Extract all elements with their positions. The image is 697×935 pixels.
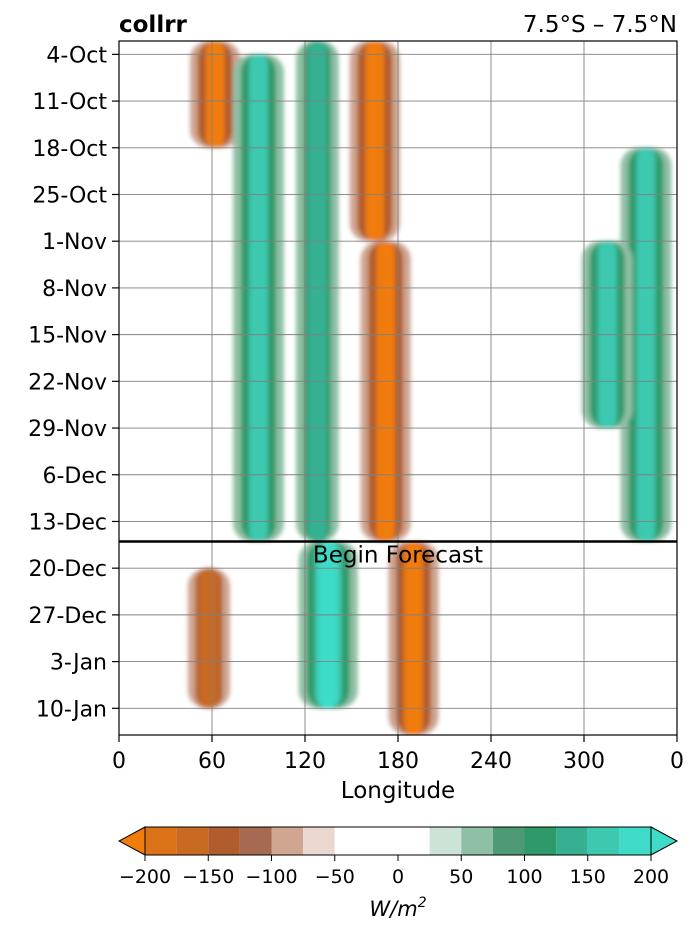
- feature-1: [233, 54, 284, 542]
- colorbar-extend-max: [650, 826, 679, 856]
- shaded-field: [179, 41, 672, 735]
- feature-8: [620, 147, 672, 542]
- feature-7: [179, 568, 239, 709]
- colorbar-segment-11: [524, 827, 557, 855]
- colorbar-segment-8: [429, 827, 462, 855]
- x-axis-label: Longitude: [341, 778, 455, 804]
- feature-3-band-3: [365, 41, 385, 242]
- colorbar-segment-6: [334, 827, 367, 855]
- x-tick-label-1: 60: [198, 749, 226, 774]
- forecast-annotation: Begin Forecast: [313, 542, 483, 568]
- y-tick-label-8: 29-Nov: [28, 417, 107, 442]
- y-tick-label-6: 15-Nov: [28, 324, 107, 349]
- colorbar-label-base: W/m: [369, 897, 417, 921]
- feature-2: [296, 41, 339, 542]
- y-tick-label-9: 6-Dec: [42, 464, 107, 489]
- y-tick-label-4: 1-Nov: [42, 230, 107, 255]
- chart-title-right: 7.5°S – 7.5°N: [523, 12, 677, 38]
- y-tick-label-7: 22-Nov: [28, 370, 107, 395]
- colorbar-extend-min: [117, 826, 146, 856]
- feature-2-band-2: [308, 41, 327, 542]
- y-tick-label-0: 4-Oct: [46, 43, 107, 68]
- x-tick-label-2: 120: [284, 749, 326, 774]
- y-tick-label-12: 27-Dec: [28, 604, 107, 629]
- colorbar-segment-0: [145, 827, 177, 855]
- colorbar-tick-label-0: −200: [119, 866, 171, 888]
- colorbar-tick-label-5: 50: [449, 866, 473, 888]
- colorbar: −200 −150 −100 −50 0 50 100 150 200: [117, 826, 679, 888]
- y-tick-label-13: 3-Jan: [50, 651, 107, 676]
- colorbar-segment-9: [461, 827, 493, 855]
- x-tick-label-4: 240: [470, 749, 512, 774]
- feature-3: [341, 41, 409, 242]
- y-axis: 4-Oct 11-Oct 18-Oct 25-Oct 1-Nov 8-Nov 15-Nov 2…: [28, 43, 119, 722]
- colorbar-segment-4: [271, 827, 304, 855]
- colorbar-segment-2: [208, 827, 240, 855]
- colorbar-label: W/m2: [369, 895, 426, 921]
- colorbar-segment-5: [303, 827, 335, 855]
- colorbar-segment-7: [366, 827, 430, 855]
- feature-6: [298, 541, 358, 709]
- y-tick-label-14: 10-Jan: [36, 697, 107, 722]
- feature-8-band-3: [636, 147, 656, 542]
- feature-1-band-3: [249, 54, 268, 542]
- feature-6-band-3: [318, 541, 338, 709]
- colorbar-segment-12: [556, 827, 588, 855]
- y-tick-label-1: 11-Oct: [32, 90, 107, 115]
- y-tick-label-5: 8-Nov: [42, 277, 107, 302]
- colorbar-tick-label-6: 100: [506, 866, 542, 888]
- feature-0-band-3: [205, 41, 225, 148]
- feature-5: [380, 541, 447, 735]
- colorbar-tick-label-4: 0: [392, 866, 404, 888]
- colorbar-tick-label-8: 200: [633, 866, 669, 888]
- feature-4-band-3: [376, 241, 395, 542]
- gridlines: [119, 41, 677, 735]
- feature-0: [181, 41, 249, 148]
- chart-title-left: collrr: [119, 12, 188, 38]
- colorbar-tick-label-3: −50: [315, 866, 355, 888]
- x-tick-label-0: 0: [112, 749, 126, 774]
- x-tick-label-3: 180: [377, 749, 419, 774]
- colorbar-segment-14: [619, 827, 651, 855]
- colorbar-segment-1: [176, 827, 209, 855]
- y-tick-label-11: 20-Dec: [28, 557, 107, 582]
- feature-7-band-3: [199, 568, 219, 709]
- colorbar-tick-label-2: −100: [245, 866, 297, 888]
- colorbar-tick-label-7: 150: [570, 866, 606, 888]
- colorbar-segment-10: [492, 827, 525, 855]
- colorbar-label-exponent: 2: [418, 895, 427, 911]
- y-tick-label-3: 25-Oct: [32, 183, 107, 208]
- y-tick-label-10: 13-Dec: [28, 510, 107, 535]
- x-axis: 0 60 120 180 240 300 0: [112, 735, 684, 774]
- x-tick-label-5: 300: [563, 749, 605, 774]
- x-tick-label-6: 0: [670, 749, 684, 774]
- plot-area: [119, 41, 677, 735]
- colorbar-tick-label-1: −150: [182, 866, 234, 888]
- y-tick-label-2: 18-Oct: [32, 137, 107, 162]
- feature-5-band-3: [404, 541, 423, 735]
- colorbar-segment-13: [587, 827, 620, 855]
- feature-4: [352, 241, 419, 542]
- colorbar-segment-3: [239, 827, 272, 855]
